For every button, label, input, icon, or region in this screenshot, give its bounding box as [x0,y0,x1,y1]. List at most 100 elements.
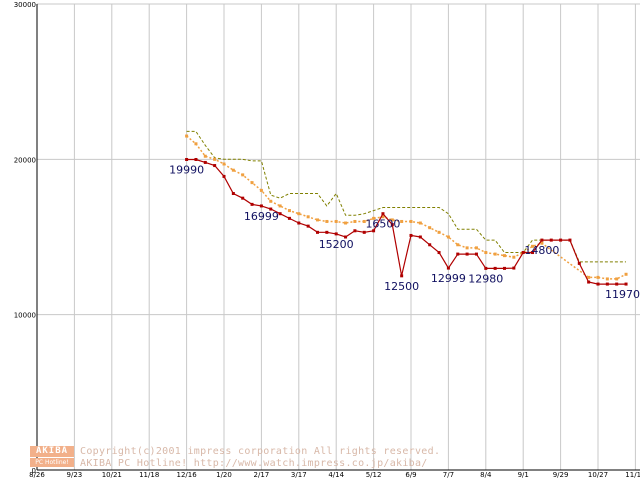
series-min-point [241,196,245,200]
series-avg-point [428,226,432,230]
series-min-point [185,157,189,161]
series-min-point [334,232,338,236]
series-avg-point [503,254,506,258]
series-min-point [372,229,376,233]
y-tick-label: 30000 [14,1,36,9]
x-tick-label: 9/29 [553,471,569,479]
series-min-point [222,174,226,178]
x-tick-label: 10/27 [588,471,608,479]
series-avg-point [306,215,310,219]
series-avg-point [446,235,450,239]
series-avg-point [437,230,441,234]
x-tick-label: 11/10 [625,471,640,479]
x-tick-label: 9/23 [67,471,83,479]
series-min-point [540,238,544,242]
series-min-point [474,252,478,256]
series-min-point [344,235,348,239]
data-labels: 19990 16999 15200 16500 12500 12999 12980 14800… [169,163,640,301]
series-min-point [306,224,310,228]
series-avg-point [605,277,609,281]
series-avg-point [484,251,488,255]
axes: 8/26 9/23 10/21 11/18 12/16 1/20 2/17 3/17 4/14 5… [14,1,640,479]
series-min-point [559,238,563,242]
series-min-point [278,212,282,216]
series-avg-point [615,277,619,281]
series-avg-point [456,243,460,247]
series-min-point [446,266,450,270]
series-avg-point [587,275,591,279]
x-tick-label: 1/20 [216,471,232,479]
data-label: 19990 [169,163,204,176]
data-label: 12999 [431,272,466,285]
x-tick-label: 8/4 [480,471,492,479]
x-tick-label: 12/16 [177,471,198,479]
data-label: 16999 [244,210,279,223]
series-avg-point [465,246,469,250]
series-avg-point [512,255,516,259]
series-avg-point [278,204,282,208]
akiba-logo-top: AKIBA [30,446,74,457]
series-min-point [203,160,207,164]
series-avg-point [213,157,217,161]
data-label: 14800 [524,244,559,257]
series-avg-point [203,154,207,158]
series-min-point [456,252,460,256]
series-avg-point [259,188,263,192]
series-min-point [503,266,506,270]
series-min-point [418,235,422,239]
series-min-point [531,251,535,255]
series-min-point [362,230,366,234]
series-min-point [269,207,273,211]
series-min-point [577,261,581,265]
series-group [185,130,628,286]
series-avg-point [372,216,376,220]
x-tick-label: 4/14 [328,471,344,479]
series-min-point [381,212,385,216]
series-min-point [325,230,329,234]
series-min-point [409,233,413,237]
series-avg-point [194,142,198,146]
series-max-line [186,130,626,263]
data-label: 12980 [468,272,503,285]
series-avg-point [540,241,544,245]
series-min-point [213,164,217,168]
data-label: 16500 [365,218,400,231]
series-avg-point [624,272,628,276]
series-avg-point [418,221,422,225]
series-min-point [465,252,469,256]
series-avg-point [344,221,348,225]
series-min-point [353,229,357,233]
series-avg-point [400,219,404,223]
series-min-point [624,282,628,286]
series-avg-point [222,162,226,166]
series-avg-point [493,252,497,256]
series-min-point [596,282,600,286]
series-min-point [484,266,488,270]
series-min-point [587,280,591,284]
x-tick-label: 6/9 [405,471,416,479]
series-avg-point [297,212,301,216]
x-tick-label: 2/17 [254,471,270,479]
series-min-point [390,223,394,227]
series-min-point [493,266,497,270]
series-avg-point [334,219,338,223]
watermark: AKIBA PC Hotline! Copyright(c)2001 impre… [30,446,510,470]
series-avg-point [474,246,478,250]
series-avg-point [316,218,319,222]
series-avg-point [596,275,600,279]
series-avg-point [185,134,189,138]
x-tick-label: 7/7 [443,471,454,479]
series-avg-point [353,219,357,223]
series-avg-point [231,168,235,172]
x-tick-label: 3/17 [291,471,307,479]
copyright-text: Copyright(c)2001 impress corporation All… [80,446,441,457]
x-tick-label: 5/12 [366,471,382,479]
series-avg-point [409,219,413,223]
series-min-point [259,204,263,208]
y-tick-label: 0 [32,467,36,475]
series-min-point [287,216,291,220]
series-avg-point [269,199,273,203]
x-tick-label: 11/18 [139,471,159,479]
x-tick-label: 8/26 [29,471,45,479]
